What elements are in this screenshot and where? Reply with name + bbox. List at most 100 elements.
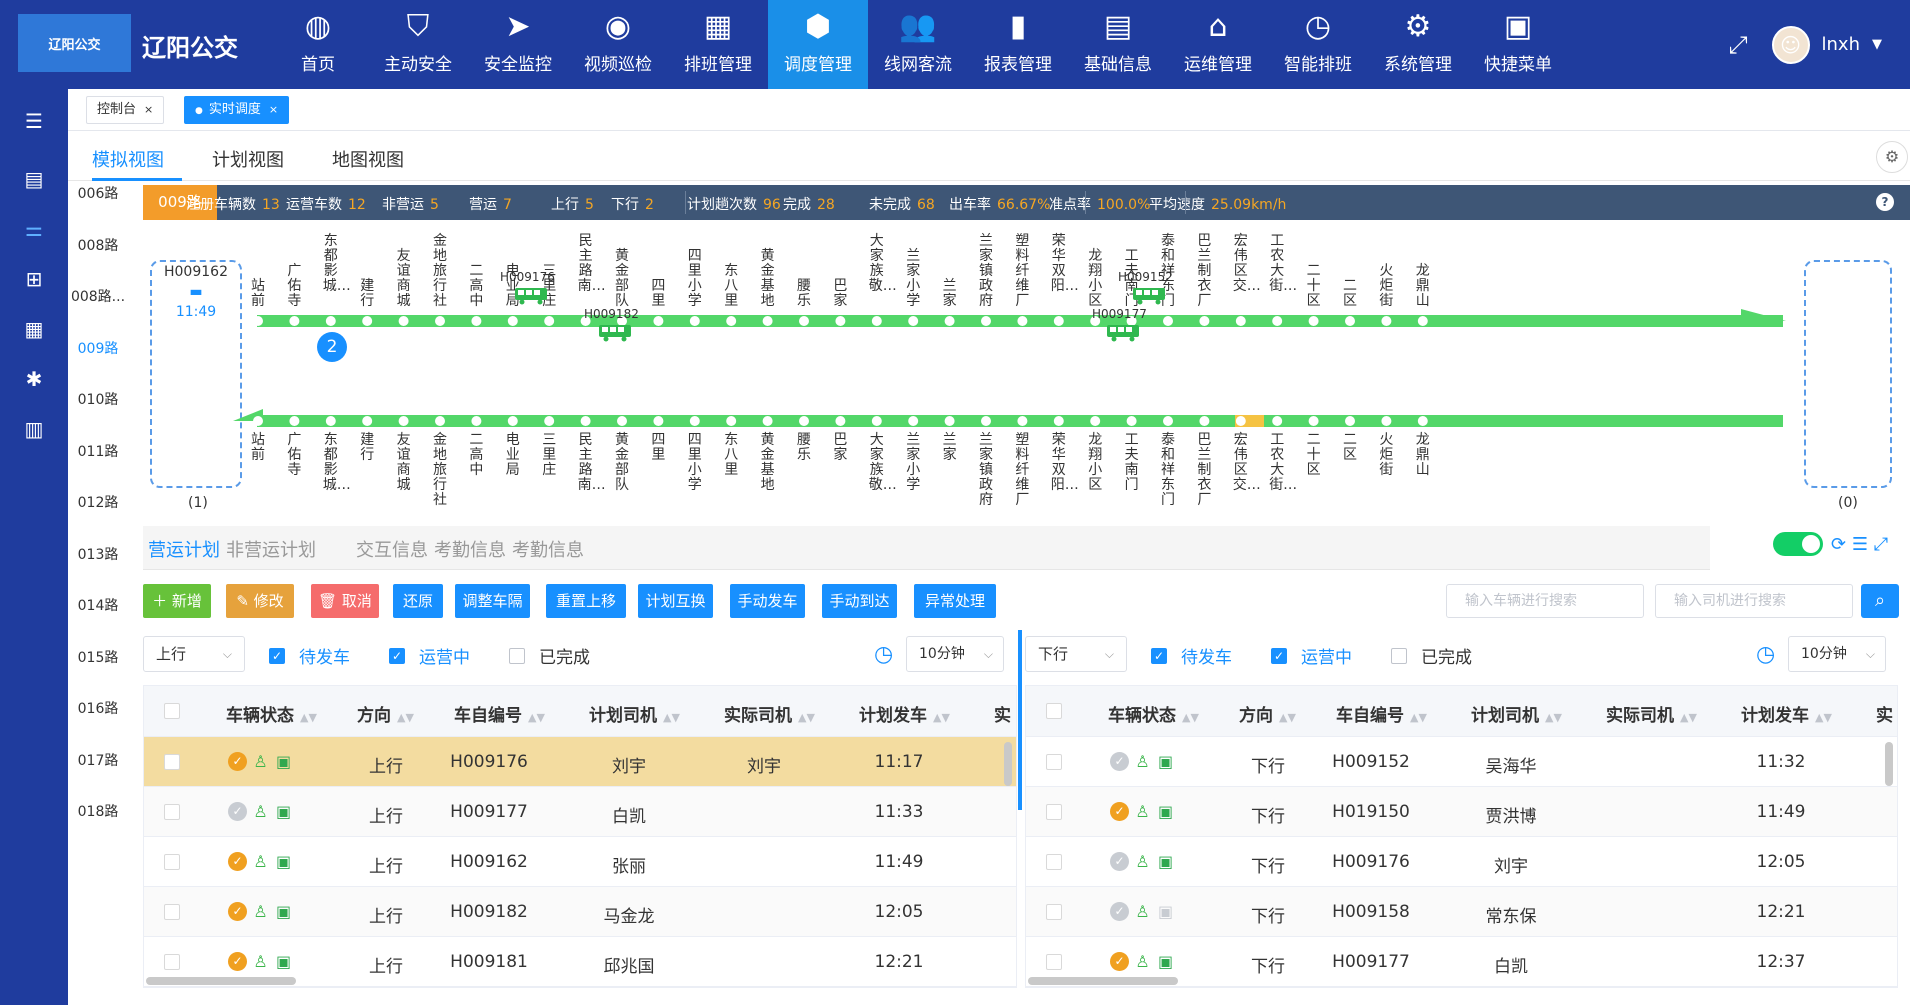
tab-panel-2[interactable]: 交互信息 [356, 540, 428, 561]
sort-icon[interactable]: ▲▼ [1279, 711, 1296, 724]
sort-icon[interactable]: ▲▼ [1410, 711, 1427, 724]
fullscreen-icon[interactable]: ⤢ [1728, 30, 1748, 59]
vehicle-search-input[interactable] [1446, 584, 1644, 618]
sort-icon[interactable]: ▲▼ [1815, 711, 1832, 724]
table-row[interactable]: ✓ ♙ ▣ 上行 H009162 张丽 11:49 [144, 837, 1016, 887]
close-icon[interactable]: × [144, 103, 154, 116]
apps-icon[interactable]: ⊞ [25, 267, 43, 291]
bus-icon[interactable] [1132, 287, 1166, 305]
menu-item-paper-plane[interactable]: ➤ 安全监控 [468, 0, 568, 89]
column-header[interactable]: 计划发车 ▲▼ [1741, 701, 1832, 726]
expand-icon[interactable]: ⤢ [1873, 534, 1889, 555]
column-header[interactable]: 方向 ▲▼ [1239, 701, 1296, 726]
cancel-button[interactable]: 🗑 取消 [311, 584, 379, 618]
menu-item-clock-history[interactable]: ◷ 智能排班 [1268, 0, 1368, 89]
table-row[interactable]: ✓ ♙ ▣ 上行 H009181 邱兆国 12:21 [144, 937, 1016, 987]
menu-item-bar-chart[interactable]: ▮ 报表管理 [968, 0, 1068, 89]
adjust-interval-button[interactable]: 调整车隔 [455, 584, 530, 618]
swap-plan-button[interactable]: 计划互换 [638, 584, 713, 618]
column-header[interactable]: 车自编号 ▲▼ [454, 701, 545, 726]
route-item[interactable]: 015路 [77, 649, 119, 666]
panel-splitter[interactable] [1015, 630, 1025, 990]
tab-panel-0[interactable]: 营运计划 [148, 540, 220, 561]
table-icon[interactable]: ▦ [24, 317, 44, 341]
column-header[interactable]: 方向 ▲▼ [357, 701, 414, 726]
menu-item-users[interactable]: 👥 线网客流 [868, 0, 968, 89]
route-item[interactable]: 012路 [77, 495, 119, 511]
auto-refresh-toggle[interactable] [1773, 532, 1823, 556]
filter-waiting-checkbox[interactable]: ✓ 待发车 [269, 643, 350, 668]
vehicle-label[interactable]: H009182 [584, 307, 639, 321]
row-checkbox[interactable] [164, 754, 180, 770]
sort-icon[interactable]: ▲▼ [1182, 711, 1199, 724]
route-item[interactable]: 011路 [77, 443, 119, 460]
route-item[interactable]: 013路 [77, 546, 119, 563]
tab-map-view[interactable]: 地图视图 [332, 150, 404, 171]
horizontal-scrollbar[interactable] [1028, 977, 1178, 985]
vehicle-label[interactable]: H009152 [1118, 270, 1173, 284]
route-item[interactable]: 014路 [77, 598, 119, 614]
sort-icon[interactable]: ▲▼ [397, 711, 414, 724]
vehicle-cluster-badge[interactable]: 2 [317, 332, 347, 362]
close-icon[interactable]: × [268, 103, 279, 116]
search-button[interactable]: ⌕ [1861, 584, 1899, 618]
column-header[interactable]: 实 [1876, 701, 1893, 726]
menu-item-cube[interactable]: ⬢ 调度管理 [768, 0, 868, 89]
menu-item-calendar[interactable]: ▦ 排班管理 [668, 0, 768, 89]
document-icon[interactable]: ▤ [24, 167, 44, 191]
tab-panel-4[interactable]: 考勤信息 [512, 540, 584, 561]
row-checkbox[interactable] [164, 954, 180, 970]
route-item[interactable]: 018路 [77, 804, 119, 820]
table-row[interactable]: ✓ ♙ ▣ 上行 H009177 白凯 11:33 [144, 787, 1016, 837]
row-checkbox[interactable] [164, 854, 180, 870]
tab-console[interactable]: 控制台 × [86, 96, 165, 124]
filter-running-checkbox[interactable]: ✓ 运营中 [1271, 643, 1352, 668]
help-icon[interactable]: ? [1876, 193, 1894, 211]
username[interactable]: lnxh [1821, 34, 1860, 55]
menu-item-globe[interactable]: ◍ 首页 [268, 0, 368, 89]
bus-icon[interactable] [598, 324, 632, 342]
driver-search-input[interactable] [1655, 584, 1853, 618]
menu-item-document[interactable]: ▤ 基础信息 [1068, 0, 1168, 89]
table-row[interactable]: ✓ ♙ ▣ 上行 H009176 刘宇 刘宇 11:17 [144, 737, 1016, 787]
route-item[interactable]: 006路 [77, 186, 119, 202]
reset-up-button[interactable]: 重置上移 [546, 584, 626, 618]
table-row[interactable]: ✓ ♙ ▣ 下行 H009177 白凯 12:37 [1026, 937, 1897, 987]
row-checkbox[interactable] [164, 904, 180, 920]
column-header[interactable]: 车辆状态 ▲▼ [226, 701, 317, 726]
column-header[interactable]: 计划司机 ▲▼ [1471, 701, 1562, 726]
filter-done-checkbox[interactable]: 已完成 [509, 643, 590, 668]
sliders-icon[interactable]: ⚌ [25, 217, 43, 241]
manual-depart-button[interactable]: 手动发车 [730, 584, 805, 618]
row-checkbox[interactable] [1046, 804, 1062, 820]
sort-icon[interactable]: ▲▼ [528, 711, 545, 724]
interval-select-left[interactable]: 10分钟 ⌵ [906, 636, 1004, 672]
route-item[interactable]: 017路 [77, 752, 119, 769]
horizontal-scrollbar[interactable] [146, 977, 296, 985]
table-row[interactable]: ✓ ♙ ▣ 下行 H009158 常东保 12:21 [1026, 887, 1897, 937]
tab-plan-view[interactable]: 计划视图 [212, 150, 284, 171]
sort-icon[interactable]: ▲▼ [1545, 711, 1562, 724]
list-icon[interactable]: ☰ [1851, 534, 1868, 555]
left-terminal[interactable]: H009162 ▬ 11:49 [150, 260, 242, 488]
refresh-icon[interactable]: ⟳ [1831, 534, 1847, 555]
collapse-menu-icon[interactable]: ☰ [25, 109, 43, 133]
column-header[interactable]: 实 [994, 701, 1011, 726]
row-checkbox[interactable] [1046, 904, 1062, 920]
tab-realtime-dispatch[interactable]: ● 实时调度 × [184, 96, 290, 124]
vehicle-label[interactable]: H009177 [1092, 307, 1147, 321]
route-item[interactable]: 008路... [70, 289, 126, 305]
avatar[interactable]: ☺ [1771, 25, 1810, 64]
direction-select-down[interactable]: 下行 ⌵ [1025, 636, 1127, 672]
bus-icon[interactable] [514, 287, 548, 305]
restore-button[interactable]: 还原 [393, 584, 443, 618]
route-item[interactable]: 010路 [77, 392, 119, 408]
menu-item-grid[interactable]: ▣ 快捷菜单 [1468, 0, 1568, 89]
table-row[interactable]: ✓ ♙ ▣ 下行 H009152 吴海华 11:32 [1026, 737, 1897, 787]
bug-icon[interactable]: ✱ [25, 367, 43, 391]
table-row[interactable]: ✓ ♙ ▣ 下行 H019150 贾洪博 11:49 [1026, 787, 1897, 837]
tab-panel-1[interactable]: 非营运计划 [226, 540, 316, 561]
menu-item-eye[interactable]: ◉ 视频巡检 [568, 0, 668, 89]
add-button[interactable]: ＋ 新增 [143, 584, 211, 618]
menu-item-shield-check[interactable]: ⛉ 主动安全 [368, 0, 468, 89]
